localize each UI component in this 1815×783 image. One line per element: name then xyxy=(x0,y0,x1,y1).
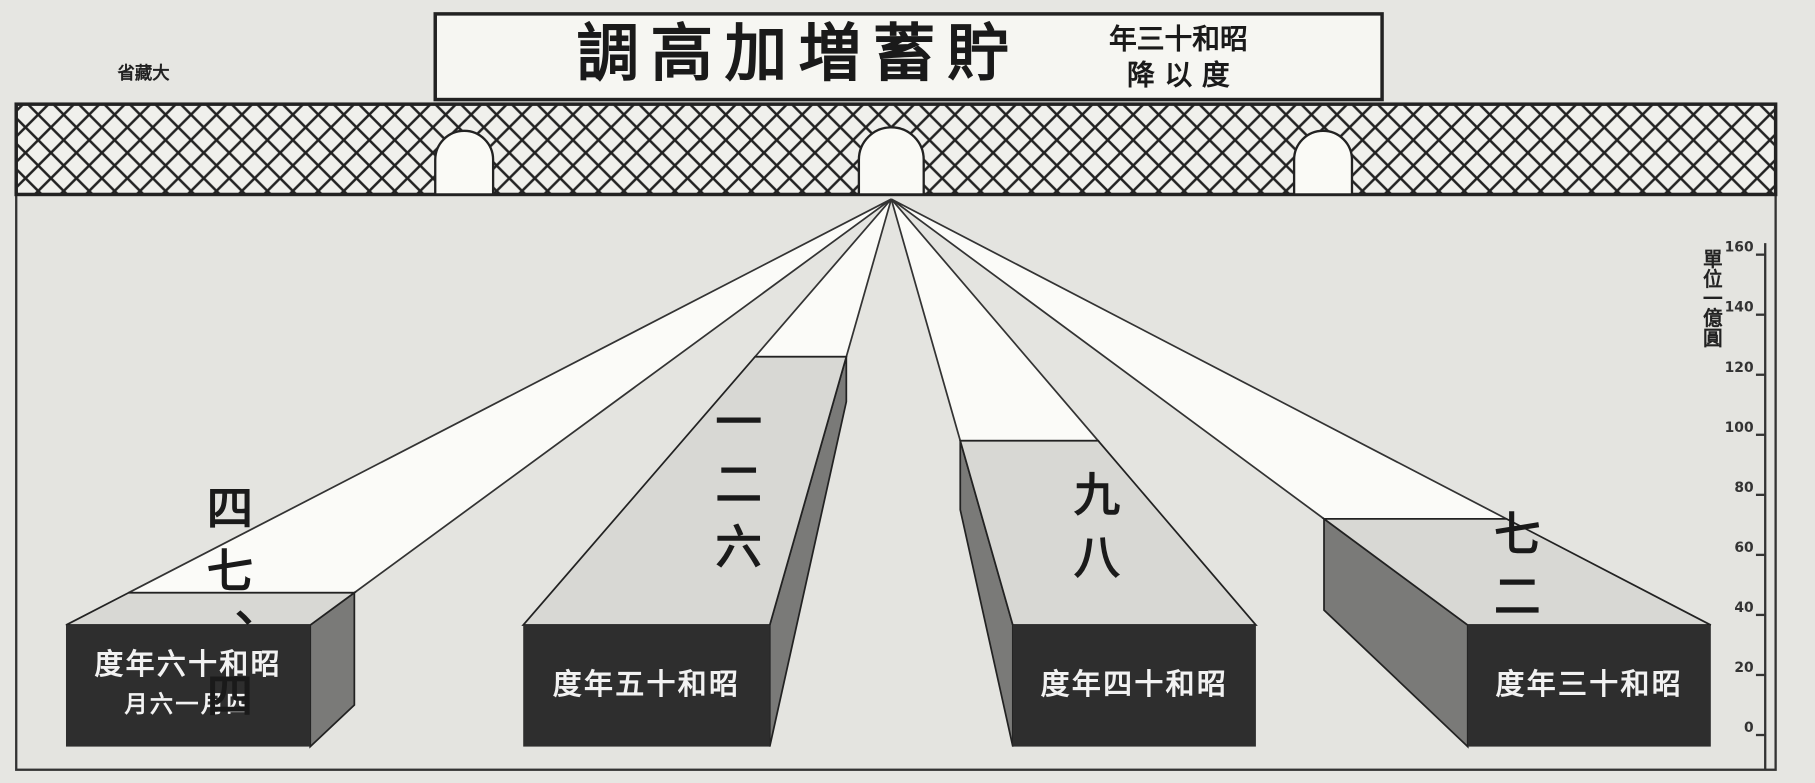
x-tick-label: 度年五十和昭 xyxy=(553,667,740,701)
x-tick-label: 度年六十和昭 xyxy=(94,647,281,681)
block-front xyxy=(1012,625,1256,747)
title-box xyxy=(433,12,1384,102)
value-label: 四七、四 xyxy=(199,484,253,734)
value-label: 九八 xyxy=(1066,470,1120,595)
y-tick-label: 60 xyxy=(1734,540,1753,556)
y-tick-label: 120 xyxy=(1725,360,1754,376)
x-tick-label: 度年四十和昭 xyxy=(1041,667,1228,701)
y-tick-label: 20 xyxy=(1734,660,1753,676)
subtitle: 降 以 度 xyxy=(1127,58,1230,91)
block-front xyxy=(1467,625,1711,747)
value-label: 七二 xyxy=(1487,509,1541,634)
y-tick-label: 0 xyxy=(1744,720,1754,736)
block-front xyxy=(65,625,311,747)
y-axis-label: 單位一億圓 xyxy=(1699,249,1722,348)
value-label: 一二六 xyxy=(708,397,762,585)
x-tick-label: 度年三十和昭 xyxy=(1496,667,1683,701)
beams xyxy=(128,198,1507,594)
source: 省藏大 xyxy=(117,63,171,84)
y-tick-label: 40 xyxy=(1734,600,1753,616)
blocks: 度年六十和昭月六一月四四七、四度年五十和昭 一二六度年四十和昭 九八度年三十和昭 七二 xyxy=(65,355,1712,749)
chart-title: 調高加増蓄貯 xyxy=(576,17,1020,90)
arch xyxy=(434,129,495,196)
block-front xyxy=(523,625,770,747)
y-tick-label: 80 xyxy=(1734,480,1753,496)
x-tick-label: 月六一月四 xyxy=(123,692,251,718)
y-tick-label: 160 xyxy=(1725,240,1754,256)
y-tick-label: 140 xyxy=(1725,300,1754,316)
arch xyxy=(857,126,925,196)
arch xyxy=(1292,129,1354,196)
y-tick-label: 100 xyxy=(1725,420,1754,436)
subtitle: 年三十和昭 xyxy=(1109,23,1248,56)
